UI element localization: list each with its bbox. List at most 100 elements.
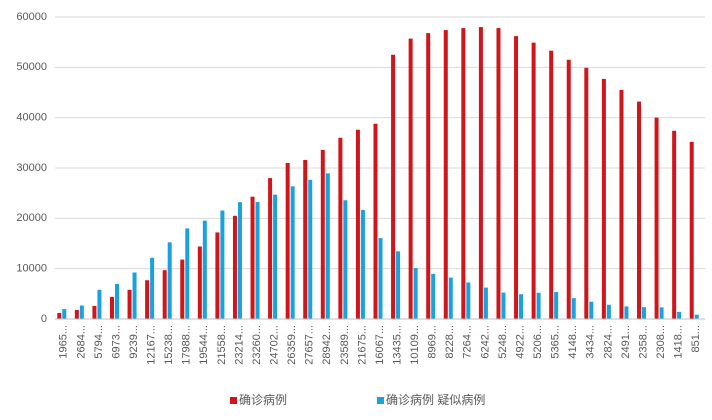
bar [74,309,79,319]
bar [308,179,313,319]
bar [92,305,97,319]
x-tick-label: 1965... [58,325,70,359]
bar [689,141,694,319]
bar [659,307,664,319]
bar [320,149,325,319]
legend-label: 确诊病例 [239,392,287,407]
x-tick-label: 4148... [567,325,579,359]
bar [285,162,290,319]
bar [514,36,519,319]
x-tick-label: 6973... [110,325,122,359]
x-tick-label: 7264... [462,325,474,359]
bar [220,210,225,319]
bar [97,289,102,319]
x-tick-label: 13435... [391,325,403,365]
bar [554,291,559,319]
bar [391,54,396,319]
bar [571,298,576,319]
bar [637,101,642,319]
legend-label: 确诊病例 疑似病例 [386,392,485,407]
bar [290,186,295,319]
legend-swatch [230,397,237,404]
x-tick-label: 23589... [339,325,351,365]
bar [255,201,260,319]
bar [197,246,202,319]
bar [466,282,471,319]
x-tick-label: 8228... [444,325,456,359]
bar [355,129,360,319]
bar [443,30,448,319]
bar [694,314,699,319]
x-tick-label: 2358... [637,325,649,359]
bar [566,59,571,320]
bar [531,42,536,320]
y-tick-label: 0 [41,313,47,325]
bar [672,130,677,319]
bar [109,296,114,319]
x-tick-label: 2824... [602,325,614,359]
y-tick-label: 20000 [16,212,47,224]
bar [549,50,554,320]
bar [232,215,237,319]
x-tick-label: 15238... [163,325,175,365]
bar [606,304,611,319]
bar [619,89,624,319]
x-tick-label: 3434... [585,325,597,359]
bar [114,283,119,319]
bar [180,259,185,319]
bar [273,194,278,319]
bar [303,159,308,319]
x-tick-label: 26359... [286,325,298,365]
x-tick-label: 21675... [356,325,368,365]
bar [268,178,273,319]
bar [483,287,488,319]
y-tick-label: 60000 [16,11,47,23]
bar [79,305,84,319]
x-tick-label: 5206... [532,325,544,359]
bar [448,277,453,319]
x-tick-label: 2684... [75,325,87,359]
x-tick-label: 28942... [321,325,333,365]
bar [426,33,431,320]
x-tick-label: 21558... [216,325,228,365]
x-tick-label: 5365... [550,325,562,359]
x-tick-label: 27657... [304,325,316,365]
bar [378,238,383,319]
bar [62,309,67,319]
bar [360,209,365,319]
legend-swatch [377,397,384,404]
x-tick-label: 5248... [497,325,509,359]
bar [642,307,647,319]
bar [496,28,501,319]
bar [408,38,413,319]
bar [127,289,132,319]
bar [338,137,343,319]
x-tick-label: 19544... [198,325,210,365]
bar [654,117,659,320]
x-tick-label: 10109... [409,325,421,365]
x-tick-label: 24702... [269,325,281,365]
bar [150,257,155,319]
y-tick-label: 10000 [16,263,47,275]
bar [132,272,137,319]
bar [519,294,524,319]
bar [250,196,255,319]
x-tick-label: 16067... [374,325,386,365]
x-tick-label: 8969... [427,325,439,359]
bar [185,228,190,319]
x-tick-label: 1418... [673,325,685,359]
bar [325,173,330,319]
bar [501,292,506,319]
y-tick-label: 40000 [16,112,47,124]
bar [202,220,207,319]
bar [162,270,167,319]
x-tick-label: 6242... [479,325,491,359]
bar [413,268,418,319]
x-tick-label: 851... [690,325,702,353]
x-tick-label: 17988... [181,325,193,365]
bar [589,301,594,319]
bar [396,251,401,319]
bar [601,78,606,319]
bar [167,242,172,319]
